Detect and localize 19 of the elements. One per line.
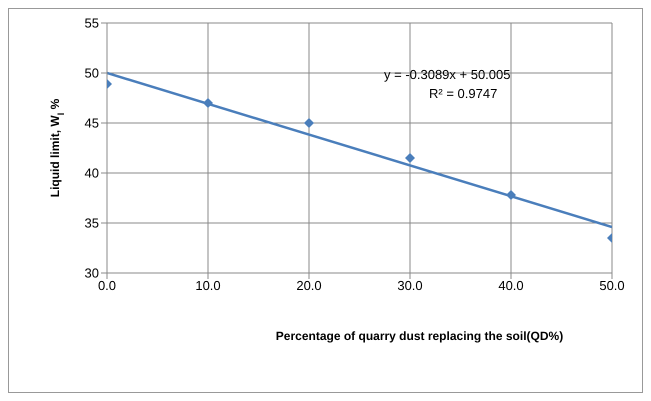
- x-tick-label: 20.0: [296, 278, 322, 294]
- point: [405, 153, 415, 163]
- x-tick-label: 0.0: [98, 278, 116, 294]
- y-tick-label: 35: [84, 216, 99, 231]
- y-tick-label: 55: [84, 16, 99, 31]
- y-tick-label: 40: [84, 166, 99, 181]
- point: [506, 190, 516, 200]
- x-tick-label: 10.0: [195, 278, 221, 294]
- x-axis-title: Percentage of quarry dust replacing the soil(QD%): [276, 329, 564, 343]
- y-tick-label: 30: [84, 266, 99, 281]
- y-tick-label: 45: [84, 116, 99, 131]
- annotation: y = -0.3089x + 50.005: [384, 67, 510, 82]
- y-tick-label: 50: [84, 66, 99, 81]
- x-tick-label: 40.0: [498, 278, 524, 294]
- point: [304, 118, 314, 128]
- x-tick-label: 30.0: [397, 278, 423, 294]
- x-tick-label: 50.0: [599, 278, 625, 294]
- annotation: R² = 0.9747: [429, 86, 498, 101]
- point: [203, 98, 213, 108]
